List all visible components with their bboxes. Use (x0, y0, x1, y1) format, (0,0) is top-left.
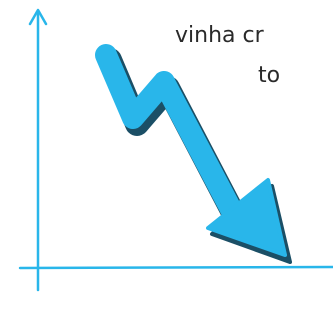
page: {"caption": {"line1": "vinha cr", "line2… (0, 0, 333, 311)
caption-line: to (258, 63, 280, 88)
caption-line: vinha cr (175, 23, 265, 48)
illustration: vinha cr to (0, 0, 333, 311)
trend-arrow (106, 55, 234, 215)
horizontal-axis (20, 267, 333, 268)
